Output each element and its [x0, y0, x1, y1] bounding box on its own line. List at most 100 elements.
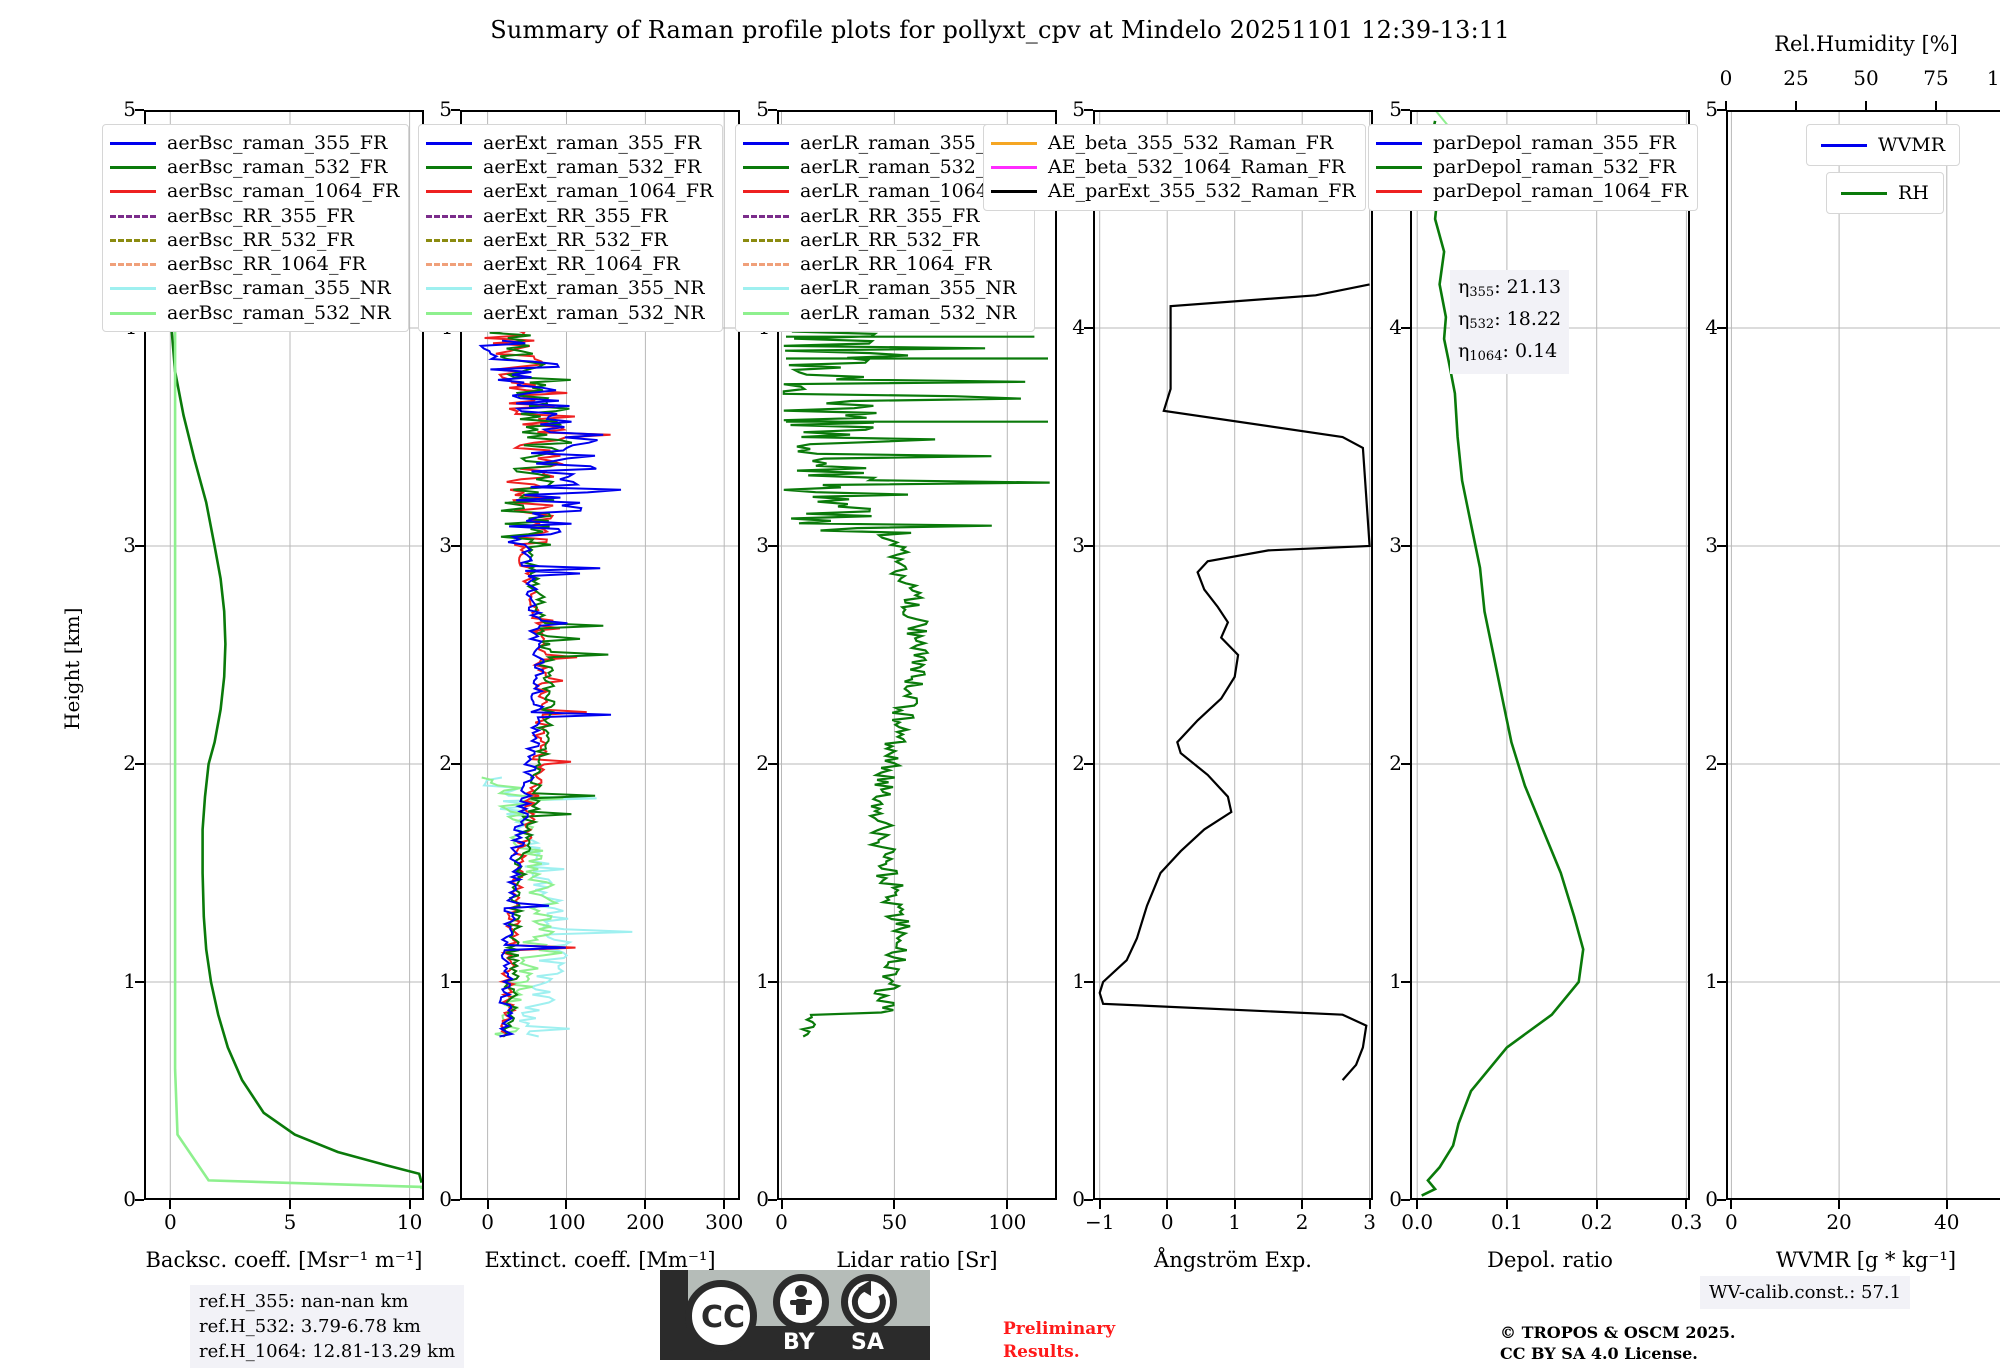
x-tick-mark — [780, 1200, 783, 1209]
eta-colon: : — [1494, 276, 1507, 298]
legend-item[interactable]: aerExt_raman_355_NR — [426, 277, 713, 301]
legend-color-swatch — [426, 214, 472, 218]
y-tick-label: 2 — [1389, 751, 1402, 775]
y-tick-mark — [768, 1199, 777, 1201]
legend-color-swatch — [110, 311, 156, 315]
legend-item[interactable]: aerBsc_RR_355_FR — [110, 204, 399, 228]
x-tick-label: 0.2 — [1580, 1210, 1613, 1234]
legend-color-swatch — [110, 190, 156, 194]
y-tick-label: 2 — [439, 751, 452, 775]
legend-label: parDepol_raman_1064_FR — [1433, 180, 1689, 203]
legend-item[interactable]: aerBsc_RR_1064_FR — [110, 252, 399, 276]
legend-item[interactable]: aerExt_RR_355_FR — [426, 204, 713, 228]
legend-color-swatch — [110, 141, 156, 145]
cc-sa-text: SA — [851, 1330, 884, 1355]
eta-symbol: η — [1458, 276, 1470, 298]
legend-item[interactable]: aerLR_RR_1064_FR — [743, 252, 1025, 276]
plot-frame-extinction — [460, 110, 740, 1200]
y-tick-mark — [1084, 763, 1093, 765]
legend-extinction[interactable]: aerExt_raman_355_FR aerExt_raman_532_FR ae… — [418, 124, 724, 333]
preliminary-results-note: Preliminary Results. — [1003, 1318, 1115, 1364]
x-tick-label: 3 — [1363, 1210, 1376, 1234]
legend-label: RH — [1898, 181, 1929, 204]
legend-label: aerBsc_raman_532_NR — [167, 301, 391, 324]
legend-item[interactable]: parDepol_raman_1064_FR — [1376, 180, 1688, 204]
plot-frame-lidar-ratio — [777, 110, 1057, 1200]
legend-item[interactable]: aerExt_RR_532_FR — [426, 228, 713, 252]
legend-item[interactable]: aerExt_raman_355_FR — [426, 131, 713, 155]
y-tick-label: 5 — [1389, 97, 1402, 121]
legend-item[interactable]: AE_beta_532_1064_Raman_FR — [991, 155, 1356, 179]
x-tick-label: 40 — [1934, 1210, 1960, 1234]
x-tick-mark — [486, 1200, 489, 1209]
legend-label: aerExt_raman_355_NR — [483, 277, 705, 300]
legend-item[interactable]: parDepol_raman_355_FR — [1376, 131, 1688, 155]
top-x-tick-label: 75 — [1923, 66, 1949, 90]
legend-label: aerExt_raman_532_FR — [483, 155, 702, 178]
x-tick-label: 0.1 — [1491, 1210, 1523, 1234]
eta-value: 21.13 — [1506, 276, 1562, 298]
legend-color-swatch — [1376, 190, 1422, 194]
x-tick-label: 300 — [705, 1210, 744, 1234]
x-tick-mark — [1368, 1200, 1371, 1209]
y-tick-mark — [1401, 327, 1410, 329]
legend-item[interactable]: aerLR_raman_1064_FR — [743, 180, 1025, 204]
legend-item[interactable]: AE_beta_355_532_Raman_FR — [991, 131, 1356, 155]
x-tick-label: 0.0 — [1401, 1210, 1434, 1234]
legend-color-swatch — [426, 311, 472, 315]
legend-item[interactable]: aerBsc_raman_355_FR — [110, 131, 399, 155]
legend-label: aerLR_raman_355_NR — [800, 277, 1017, 300]
y-tick-mark — [451, 1199, 460, 1201]
top-axis-label-rel-humidity: Rel.Humidity [%] — [1774, 32, 1958, 56]
legend-item[interactable]: aerLR_RR_355_FR — [743, 204, 1025, 228]
legend-item[interactable]: aerBsc_raman_532_NR — [110, 301, 399, 325]
y-tick-mark — [1717, 545, 1726, 547]
eta-subscript: 532 — [1469, 317, 1495, 332]
cc-sa-arrow-icon — [851, 1280, 886, 1319]
x-tick-label: 2 — [1295, 1210, 1309, 1234]
x-tick-label: 0 — [1725, 1210, 1738, 1234]
legend-item[interactable]: aerLR_raman_355_NR — [743, 277, 1025, 301]
legend-item[interactable]: aerLR_raman_532_NR — [743, 301, 1025, 325]
legend-item[interactable]: RH — [1841, 181, 1929, 205]
x-axis-label-backscatter: Backsc. coeff. [Msr⁻¹ m⁻¹] — [145, 1248, 423, 1272]
legend-item[interactable]: aerBsc_raman_532_FR — [110, 155, 399, 179]
legend-color-swatch — [110, 214, 156, 218]
legend-angstroem[interactable]: AE_beta_355_532_Raman_FR AE_beta_532_1064… — [983, 124, 1366, 211]
legend-item[interactable]: aerExt_raman_1064_FR — [426, 180, 713, 204]
x-axis-label-wvmr-rh: WVMR [g * kg⁻¹] — [1775, 1248, 1957, 1272]
eta-value-row: η1064: 0.14 — [1458, 338, 1561, 370]
ref-h-532: ref.H_532: 3.79-6.78 km — [199, 1316, 421, 1337]
x-tick-mark — [169, 1200, 172, 1209]
legend-item[interactable]: aerExt_RR_1064_FR — [426, 252, 713, 276]
x-tick-mark — [1416, 1200, 1419, 1209]
legend-item[interactable]: aerBsc_raman_1064_FR — [110, 180, 399, 204]
legend-wvmr-rh-secondary[interactable]: RH — [1826, 172, 1944, 215]
plot-canvas-depol-ratio — [1410, 110, 1690, 1200]
plot-panel-wvmr-rh — [1726, 110, 2000, 1200]
legend-item[interactable]: aerLR_RR_532_FR — [743, 228, 1025, 252]
legend-item[interactable]: aerLR_raman_532_FR — [743, 155, 1025, 179]
legend-item[interactable]: parDepol_raman_532_FR — [1376, 155, 1688, 179]
legend-depol-ratio[interactable]: parDepol_raman_355_FR parDepol_raman_532_… — [1368, 124, 1699, 211]
legend-label: aerBsc_raman_532_FR — [167, 155, 388, 178]
legend-item[interactable]: WVMR — [1821, 133, 1945, 157]
legend-label: aerExt_raman_532_NR — [483, 301, 705, 324]
legend-item[interactable]: aerExt_raman_532_NR — [426, 301, 713, 325]
y-tick-mark — [1717, 763, 1726, 765]
legend-item[interactable]: aerBsc_RR_532_FR — [110, 228, 399, 252]
y-tick-mark — [451, 545, 460, 547]
copyright-line-1: © TROPOS & OSCM 2025. — [1500, 1323, 1736, 1342]
legend-item[interactable]: AE_parExt_355_532_Raman_FR — [991, 180, 1356, 204]
legend-backscatter[interactable]: aerBsc_raman_355_FR aerBsc_raman_532_FR ae… — [102, 124, 410, 333]
y-tick-label: 1 — [439, 969, 452, 993]
legend-item[interactable]: aerLR_raman_355_FR — [743, 131, 1025, 155]
x-tick-label: 100 — [988, 1210, 1027, 1234]
top-x-tick-mark — [1935, 101, 1937, 110]
legend-item[interactable]: aerBsc_raman_355_NR — [110, 277, 399, 301]
x-tick-mark — [1166, 1200, 1169, 1209]
legend-color-swatch — [426, 141, 472, 145]
legend-item[interactable]: aerExt_raman_532_FR — [426, 155, 713, 179]
x-tick-mark — [1595, 1200, 1598, 1209]
